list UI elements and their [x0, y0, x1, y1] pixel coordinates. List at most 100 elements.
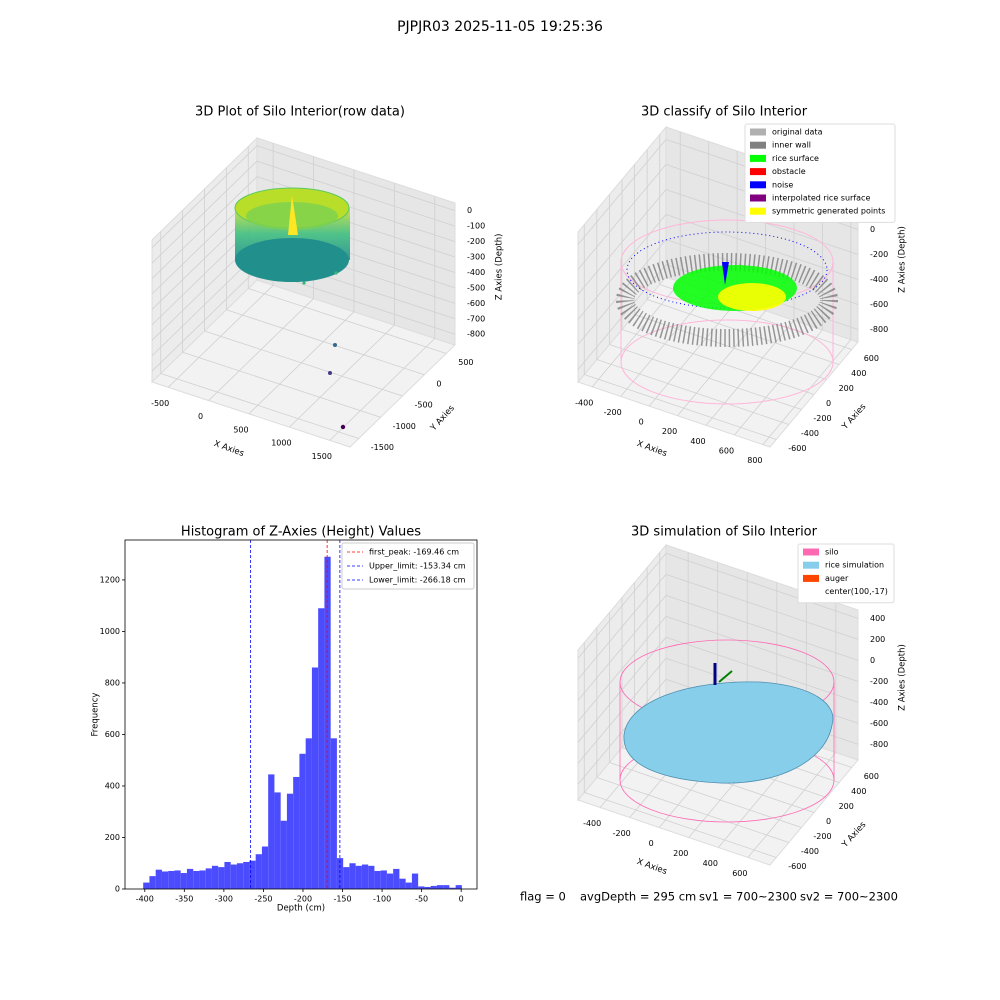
bar: [186, 868, 194, 889]
y-tick-label: 800: [105, 678, 120, 687]
y-tick-label: -500: [415, 401, 433, 410]
bar: [336, 858, 344, 889]
legend-label: original data: [772, 128, 823, 137]
legend-swatch: [803, 588, 819, 596]
noise-ring: [626, 231, 828, 309]
y-axis-label: Y Axies: [840, 402, 869, 433]
z-tick-label: -200: [467, 237, 485, 246]
grid-line: [577, 679, 667, 785]
legend-label: silo: [825, 548, 839, 557]
x-axis-label: X Axies: [635, 439, 668, 459]
grid-line: [596, 359, 789, 425]
y-tick-label: -200: [813, 414, 831, 423]
bar: [174, 870, 181, 889]
bar: [399, 878, 406, 889]
chart-title: 3D Plot of Silo Interior(row data): [195, 105, 405, 120]
grid-line: [256, 145, 456, 212]
z-tick-label: 0: [870, 656, 875, 665]
x-tick-label: 500: [233, 425, 248, 434]
bar: [261, 846, 269, 889]
grid-line: [584, 374, 777, 440]
y-tick-label: 200: [839, 802, 854, 811]
grid-line: [577, 139, 667, 245]
outlier: [333, 343, 337, 347]
auger-noise: [722, 262, 729, 285]
legend-label: symmetric generated points: [772, 207, 885, 216]
bar: [386, 873, 394, 889]
legend-label: rice simulation: [825, 561, 884, 570]
x-tick-label: 0: [198, 412, 203, 421]
y-tick-label: 500: [458, 358, 473, 367]
z-axis-label: Z Axies (Depth): [495, 234, 505, 301]
legend-swatch: [750, 154, 766, 162]
z-tick-label: -100: [467, 222, 485, 231]
symmetric-points: [718, 283, 786, 311]
z-axis-label: Z Axies (Depth): [898, 644, 908, 711]
outlier: [340, 424, 346, 430]
z-tick-label: -400: [467, 268, 485, 277]
z-tick-label: 200: [870, 635, 885, 644]
legend-swatch: [750, 194, 766, 202]
rice-simulation: [623, 681, 834, 784]
grid-line: [665, 573, 859, 640]
bar: [368, 865, 375, 889]
bar: [199, 870, 206, 889]
bar: [180, 873, 187, 889]
legend-label: Upper_limit: -153.34 cm: [369, 562, 466, 571]
grid-line: [621, 329, 815, 395]
footer-text: sv1 = 700~2300: [699, 890, 797, 904]
y-tick-label: 600: [105, 730, 120, 739]
grid-line: [577, 553, 667, 659]
legend-box: [744, 123, 896, 223]
bar: [355, 865, 362, 889]
outlier: [328, 371, 332, 375]
legend-swatch: [750, 168, 766, 176]
x-tick-label: -100: [373, 895, 391, 904]
grid-line: [596, 777, 789, 843]
legend-label: inner wall: [772, 141, 811, 150]
grid-line: [151, 176, 258, 279]
bar: [324, 556, 331, 889]
outlier: [302, 281, 306, 285]
y-tick-label: 600: [864, 354, 879, 363]
x-tick-label: -50: [415, 895, 428, 904]
grid-line: [634, 314, 827, 380]
y-tick-label: 0: [826, 399, 831, 408]
x-axis-label: X Axies: [212, 439, 245, 459]
bar: [274, 792, 281, 889]
bar: [455, 885, 462, 889]
y-tick-label: 0: [115, 885, 120, 894]
grid-line: [577, 574, 667, 680]
x-tick-label: 600: [719, 446, 734, 455]
bar: [330, 738, 337, 889]
y-tick-label: -200: [813, 832, 831, 841]
legend-label: noise: [772, 180, 793, 189]
y-tick-label: 600: [864, 772, 879, 781]
legend-label: rice surface: [772, 154, 819, 163]
grid-line: [182, 351, 381, 418]
z-tick-label: -600: [467, 299, 485, 308]
bar: [255, 854, 262, 889]
bar: [299, 753, 306, 889]
bar: [286, 793, 294, 889]
z-tick-label: -600: [870, 719, 888, 728]
footer-text: avgDepth = 295 cm: [580, 890, 696, 904]
x-axis-label: Depth (cm): [277, 904, 325, 914]
footer-text: flag = 0: [520, 890, 566, 904]
bar: [268, 774, 275, 889]
figure-title: PJPJR03 2025-11-05 19:25:36: [397, 19, 603, 35]
bar: [211, 865, 219, 889]
x-tick-label: -200: [613, 829, 631, 838]
outlier: [334, 271, 338, 275]
grid-line: [577, 189, 667, 295]
bar: [230, 864, 237, 889]
x-tick-label: 0: [649, 839, 654, 848]
bar: [405, 882, 412, 889]
z-tick-label: -500: [467, 283, 485, 292]
y-tick-label: 200: [105, 833, 120, 842]
legend-swatch: [750, 207, 766, 215]
bar: [280, 820, 287, 889]
legend-label: center(100,-17): [825, 587, 888, 596]
grid-line: [204, 330, 403, 397]
